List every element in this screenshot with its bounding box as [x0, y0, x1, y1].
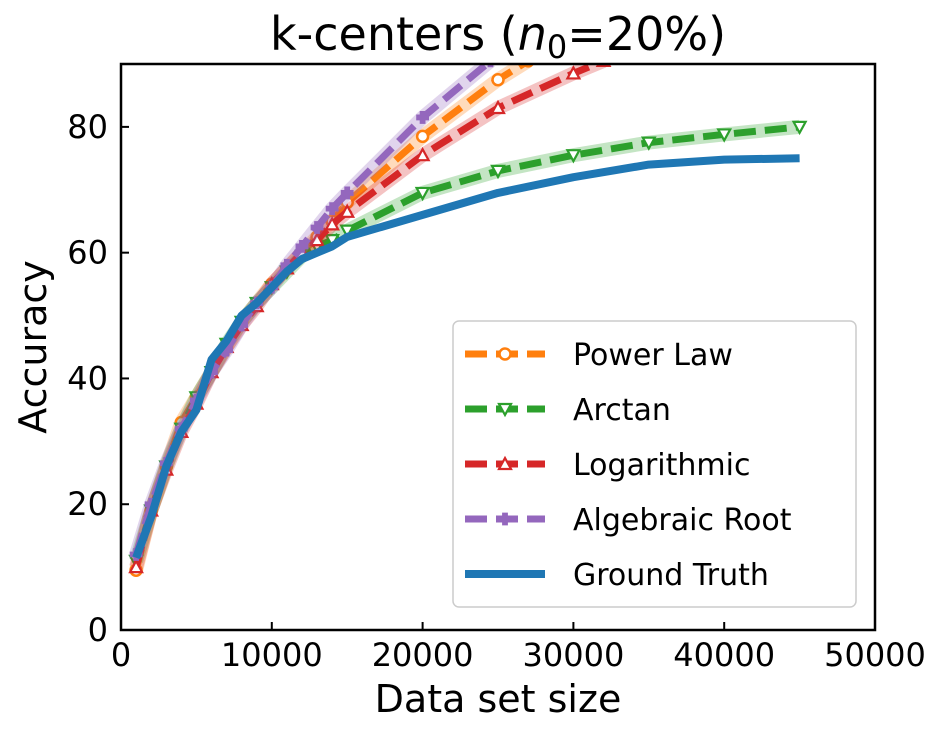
- legend-entry-logarithmic: Logarithmic: [465, 448, 750, 483]
- data-point: [491, 72, 505, 87]
- y-tick-label: 20: [67, 485, 108, 523]
- legend-marker: [497, 455, 513, 471]
- legend-entry-algebraic-root: Algebraic Root: [465, 503, 792, 538]
- legend-marker: [498, 512, 512, 526]
- x-tick-label: 40000: [673, 636, 775, 674]
- data-point: [415, 129, 430, 144]
- data-point: [310, 221, 324, 234]
- legend: Power Law Arctan Logarithmic Algebraic Root…: [452, 320, 857, 608]
- series-layer: [128, 64, 808, 578]
- legend-label: Arctan: [573, 393, 671, 428]
- series-ground-truth: [132, 154, 800, 560]
- data-point: [295, 239, 309, 253]
- y-tick-label: 80: [67, 108, 108, 146]
- data-point: [490, 164, 506, 180]
- data-point: [716, 128, 733, 143]
- legend-label: Algebraic Root: [573, 503, 792, 538]
- chart-title-sub: 0: [547, 28, 567, 66]
- data-point: [640, 136, 657, 151]
- legend-entry-arctan: Arctan: [465, 393, 671, 428]
- data-point: [416, 111, 429, 124]
- series-band: [129, 64, 495, 557]
- x-tick-label: 10000: [221, 636, 323, 674]
- x-axis-label: Data set size: [375, 677, 622, 721]
- series-line: [132, 64, 530, 572]
- x-tick-label: 20000: [372, 636, 474, 674]
- chart-title: k-centers (n0=20%): [270, 7, 726, 66]
- legend-marker: [498, 347, 512, 361]
- legend-marker: [497, 402, 513, 418]
- series-line: [132, 154, 800, 560]
- y-tick-label: 60: [67, 234, 108, 272]
- legend-label: Power Law: [573, 338, 733, 373]
- y-tick-label: 0: [88, 611, 108, 649]
- chart-title-suffix: =20%): [567, 7, 726, 61]
- data-point: [128, 558, 144, 574]
- data-point: [565, 65, 582, 80]
- data-point: [414, 146, 431, 162]
- data-point: [565, 149, 582, 164]
- legend-entry-ground-truth: Ground Truth: [465, 558, 769, 593]
- y-axis-label: Accuracy: [11, 260, 55, 434]
- x-tick-label: 30000: [523, 636, 625, 674]
- data-point: [309, 231, 325, 247]
- y-tick-label: 40: [67, 359, 108, 397]
- chart-title-prefix: k-centers (: [270, 7, 518, 61]
- plot-frame: [119, 62, 877, 632]
- chart-title-var: n: [518, 7, 547, 61]
- data-point: [324, 216, 340, 231]
- data-point: [490, 99, 506, 115]
- data-point: [340, 186, 354, 200]
- data-point: [414, 186, 431, 202]
- data-point: [325, 202, 339, 216]
- x-tick-label: 0: [111, 636, 131, 674]
- x-tick-label: 50000: [824, 636, 926, 674]
- ticks-layer: 0 10000 20000 30000 40000 50000 0 20 40 60 80: [67, 108, 926, 674]
- legend-entry-power-law: Power Law: [465, 338, 733, 373]
- legend-box: [452, 320, 857, 608]
- series-line: [132, 64, 493, 556]
- legend-label: Logarithmic: [573, 448, 750, 483]
- legend-label: Ground Truth: [573, 558, 769, 593]
- data-point: [339, 203, 356, 218]
- data-point: [791, 120, 808, 136]
- data-point: [339, 224, 356, 239]
